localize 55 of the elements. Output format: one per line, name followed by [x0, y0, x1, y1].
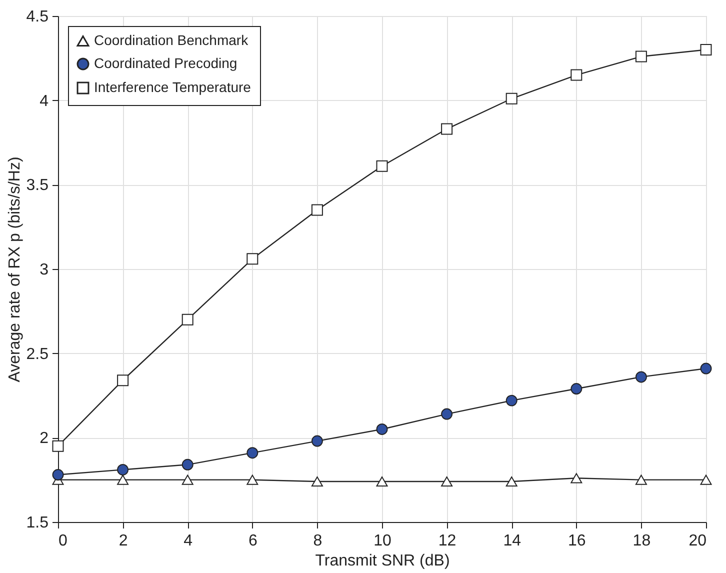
point — [441, 408, 453, 420]
point — [311, 476, 323, 487]
point — [246, 447, 258, 459]
point — [182, 474, 194, 485]
point — [117, 464, 129, 476]
point — [570, 473, 582, 484]
x-tick-label: 10 — [374, 532, 392, 550]
point — [52, 469, 64, 481]
point — [441, 123, 453, 135]
x-tick-label: 16 — [568, 532, 586, 550]
point — [635, 371, 647, 383]
point — [311, 204, 323, 216]
y-tick-label: 3 — [40, 262, 49, 278]
y-tick-label: 2 — [40, 430, 49, 448]
x-axis-title: Transmit SNR (dB) — [315, 552, 450, 570]
point — [376, 160, 388, 172]
point — [635, 50, 647, 62]
y-tick-label: 3.5 — [26, 177, 49, 194]
y-tick-label: 2.5 — [26, 346, 49, 363]
point — [246, 253, 258, 265]
point — [246, 474, 258, 485]
point — [376, 424, 388, 435]
point — [311, 435, 323, 447]
point — [506, 394, 518, 406]
point — [506, 92, 518, 104]
point — [700, 474, 712, 485]
point — [441, 476, 453, 487]
point — [117, 374, 129, 386]
point — [700, 362, 712, 374]
point — [635, 474, 647, 485]
legend-label: Coordinated Precoding — [94, 55, 238, 71]
y-tick-label: 4.5 — [26, 8, 49, 26]
y-tick-label: 1.5 — [26, 514, 49, 532]
y-tick-label: 4 — [40, 92, 49, 110]
x-tick-label: 2 — [118, 532, 128, 550]
legend-label: Coordination Benchmark — [94, 32, 250, 48]
point — [570, 383, 582, 394]
point — [376, 476, 388, 487]
x-tick-label: 0 — [58, 532, 68, 550]
point — [182, 458, 194, 470]
point — [570, 69, 582, 81]
point — [506, 476, 518, 487]
x-tick-label: 4 — [184, 532, 193, 550]
legend-label: Interference Temperature — [94, 79, 252, 95]
point — [117, 474, 129, 485]
point — [182, 314, 194, 326]
x-tick-label: 8 — [313, 532, 322, 550]
point — [700, 44, 712, 56]
point — [52, 440, 64, 452]
x-tick-label: 18 — [632, 532, 651, 550]
x-tick-label: 20 — [688, 532, 707, 550]
x-tick-label: 12 — [438, 532, 456, 550]
x-tick-label: 6 — [248, 532, 258, 550]
y-axis-title: Average rate of RX p (bits/s/Hz) — [6, 156, 24, 382]
x-tick-label: 14 — [503, 532, 522, 550]
